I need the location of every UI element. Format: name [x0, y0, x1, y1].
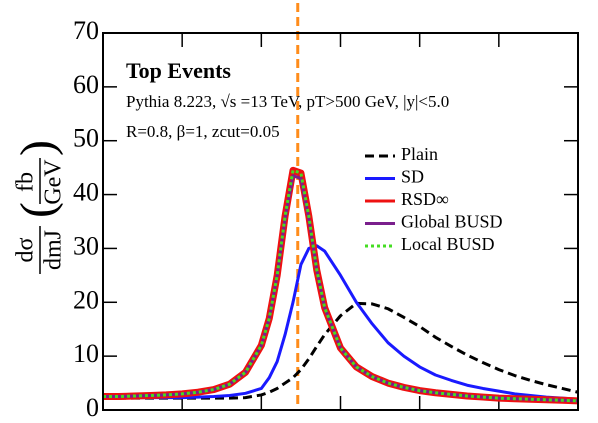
y-tick-label: 60: [73, 70, 99, 99]
series-line: [103, 244, 579, 401]
y-tick-label: 40: [73, 178, 99, 207]
y-tick-label: 10: [73, 339, 99, 368]
y-tick-label: 70: [73, 16, 99, 45]
series-line: [103, 168, 579, 403]
y-label-unit-numerator: fb: [13, 172, 39, 192]
legend-label: SD: [401, 167, 424, 187]
legend-label: Local BUSD: [401, 234, 495, 254]
y-label-denominator: dmJ: [41, 230, 67, 270]
y-tick-label: 0: [86, 393, 99, 422]
paren: (: [11, 202, 64, 218]
y-tick-label: 30: [73, 231, 99, 260]
y-axis-label: dσ dmJ ( fb GeV ): [11, 140, 67, 274]
annotation: R=0.8, β=1, zcut=0.05: [126, 122, 280, 141]
annotation: Pythia 8.223, √s =13 TeV, pT>500 GeV, |y…: [126, 92, 449, 111]
series-line: [103, 166, 579, 405]
plot-frame: [102, 32, 579, 411]
annotation-title: Top Events: [126, 58, 231, 83]
y-tick-label: 20: [73, 285, 99, 314]
paren: ): [11, 140, 64, 156]
y-label-unit-denominator: GeV: [41, 159, 67, 205]
y-tick-label: 50: [73, 124, 99, 153]
y-label-numerator: dσ: [13, 237, 39, 262]
legend-label: Global BUSD: [401, 212, 503, 232]
legend-label: Plain: [401, 144, 438, 164]
series-line: [103, 174, 579, 403]
legend-label: RSD∞: [401, 189, 449, 209]
